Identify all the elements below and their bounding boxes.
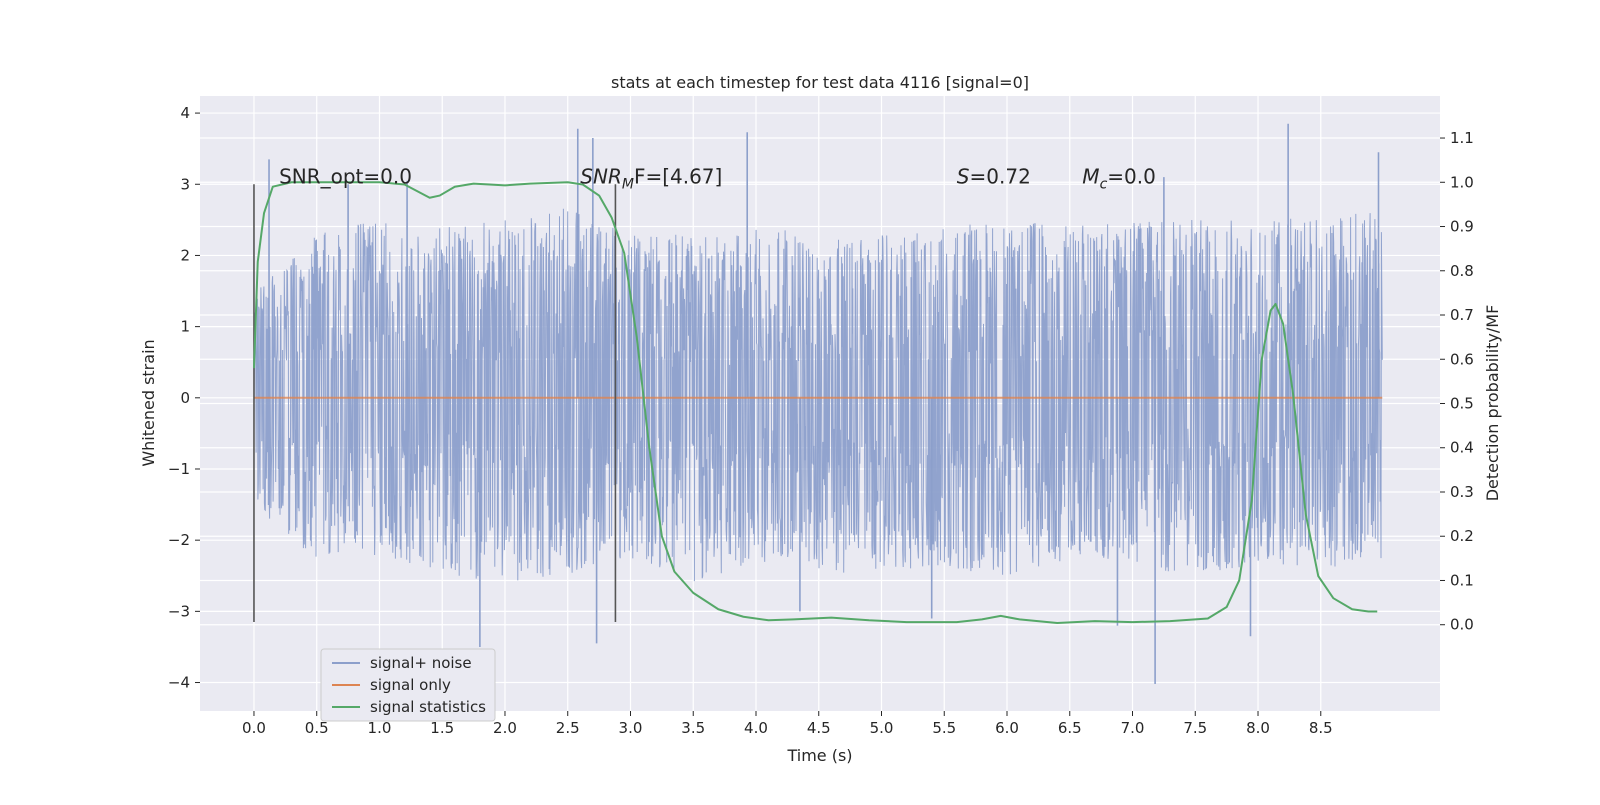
annotation-2-main: S xyxy=(957,164,970,188)
annotation-1-value: F=[4.67] xyxy=(634,164,722,188)
annotations: SNR_opt=0.0 SNRMF=[4.67] S=0.72 Mc=0.0 xyxy=(279,164,1156,192)
y2-tick-label-3: 0.3 xyxy=(1450,483,1474,501)
legend-label-signal-only: signal only xyxy=(370,676,451,694)
x-tick-label-9: 4.5 xyxy=(807,719,831,737)
y2-axis-label: Detection probability/MF xyxy=(1483,305,1502,502)
legend-box xyxy=(320,648,496,722)
y2-tick-label-2: 0.2 xyxy=(1450,527,1474,545)
x-tick-label-11: 5.5 xyxy=(932,719,956,737)
y2-tick-label-7: 0.7 xyxy=(1450,306,1474,324)
annotation-0-main: SNR_opt=0.0 xyxy=(279,164,412,188)
series-signal-statistics xyxy=(252,181,1378,624)
annotation-1: SNRMF=[4.67] xyxy=(580,164,722,192)
y2-tick-label-5: 0.5 xyxy=(1450,395,1474,413)
chart-title: stats at each timestep for test data 411… xyxy=(611,73,1029,92)
y-tick-label-2: −2 xyxy=(168,531,190,549)
signal-statistics-line xyxy=(252,181,1378,624)
x-tick-label-4: 2.0 xyxy=(493,719,517,737)
x-tick-label-16: 8.0 xyxy=(1246,719,1270,737)
x-tick-label-6: 3.0 xyxy=(619,719,643,737)
annotation-3-main: M xyxy=(1082,164,1099,188)
y-tick-label-8: 4 xyxy=(180,104,190,122)
x-tick-label-12: 6.0 xyxy=(995,719,1019,737)
y-tick-label-7: 3 xyxy=(180,175,190,193)
y2-tick-label-10: 1.0 xyxy=(1450,173,1474,191)
tick-labels: 0.0 0.5 1.0 1.5 2.0 2.5 3.0 3.5 4.0 4.5 5.0 5.5 6.0 6… xyxy=(168,104,1474,737)
legend: signal+ noise signal only signal statist… xyxy=(320,648,496,722)
x-tick-label-7: 3.5 xyxy=(681,719,705,737)
x-tick-label-3: 1.5 xyxy=(430,719,454,737)
x-tick-label-8: 4.0 xyxy=(744,719,768,737)
y-tick-label-1: −3 xyxy=(168,602,190,620)
x-tick-label-13: 6.5 xyxy=(1058,719,1082,737)
y2-tick-label-4: 0.4 xyxy=(1450,439,1474,457)
y2-tick-label-1: 0.1 xyxy=(1450,571,1474,589)
vertical-markers xyxy=(253,184,617,623)
series-signal-noise xyxy=(253,123,1383,684)
x-tick-label-2: 1.0 xyxy=(368,719,392,737)
annotation-0: SNR_opt=0.0 xyxy=(279,164,412,188)
y2-tick-label-0: 0.0 xyxy=(1450,616,1474,634)
y-tick-label-4: 0 xyxy=(180,389,190,407)
x-tick-label-1: 0.5 xyxy=(305,719,329,737)
annotation-1-sub: M xyxy=(622,176,634,192)
annotation-2-value: =0.72 xyxy=(970,164,1031,188)
y-axis-label: Whitened strain xyxy=(139,339,158,466)
annotation-3-value: =0.0 xyxy=(1107,164,1156,188)
annotation-3: Mc=0.0 xyxy=(1082,164,1156,192)
annotation-2: S=0.72 xyxy=(957,164,1031,188)
y2-tick-label-8: 0.8 xyxy=(1450,262,1474,280)
y2-tick-label-11: 1.1 xyxy=(1450,129,1474,147)
y2-tick-label-9: 0.9 xyxy=(1450,218,1474,236)
x-tick-label-5: 2.5 xyxy=(556,719,580,737)
y2-tick-label-6: 0.6 xyxy=(1450,350,1474,368)
x-tick-label-17: 8.5 xyxy=(1309,719,1333,737)
x-tick-label-0: 0.0 xyxy=(242,719,266,737)
x-tick-label-14: 7.0 xyxy=(1121,719,1145,737)
legend-label-signal-noise: signal+ noise xyxy=(370,654,472,672)
signal-noise-line xyxy=(253,208,1383,582)
annotation-3-sub: c xyxy=(1100,176,1108,192)
x-axis-label: Time (s) xyxy=(786,746,852,765)
x-tick-label-10: 5.0 xyxy=(870,719,894,737)
y-tick-label-6: 2 xyxy=(180,246,190,264)
y-tick-label-5: 1 xyxy=(180,318,190,336)
x-tick-label-15: 7.5 xyxy=(1183,719,1207,737)
annotation-1-main: SNR xyxy=(580,164,622,188)
legend-label-signal-statistics: signal statistics xyxy=(370,698,486,716)
y-tick-label-3: −1 xyxy=(168,460,190,478)
y-tick-label-0: −4 xyxy=(168,674,190,692)
